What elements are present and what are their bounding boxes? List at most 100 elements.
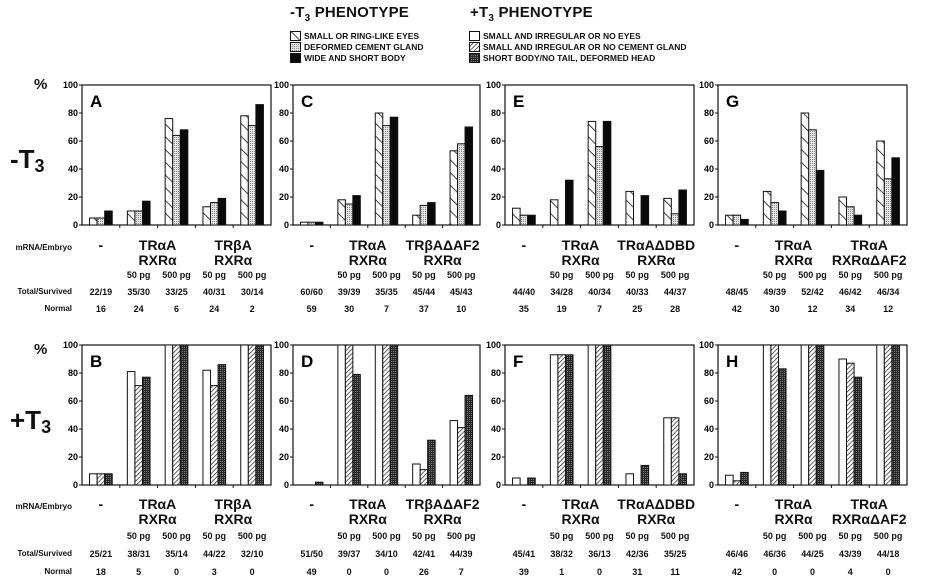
total-survived-value: 46/42 (839, 287, 862, 297)
dose-label: 500 pg (237, 531, 267, 541)
legend-label: WIDE AND SHORT BODY (304, 52, 406, 63)
bar-h-4-2 (891, 344, 900, 486)
bar-a-4-0 (240, 115, 249, 226)
panel-letter: E (513, 92, 524, 111)
y-tick-label: 0 (496, 480, 501, 490)
y-tick-label: 40 (491, 424, 501, 434)
bar-h-4-0 (876, 344, 885, 486)
normal-label-bottom: Normal (44, 567, 72, 576)
y-tick-label: 0 (73, 480, 78, 490)
total-survived-value: 45/44 (412, 287, 436, 297)
bar-h-1-0 (762, 344, 772, 486)
bar-d-3-0 (412, 463, 421, 486)
normal-value: 1 (559, 567, 565, 577)
total-survived-value: 39/39 (337, 287, 361, 297)
bar-c-0-1 (307, 221, 316, 226)
minus-item: DEFORMED CEMENT GLAND (290, 41, 423, 52)
group-label-line: TRαAΔDBD (617, 237, 696, 253)
bar-f-1-2 (564, 354, 574, 486)
bar-a-2-2 (179, 129, 189, 226)
legend-label: SMALL AND IRREGULAR OR NO EYES (483, 30, 641, 41)
group-label: - (464, 238, 584, 253)
y-tick-label: 40 (68, 164, 78, 174)
group-label-line: RXRα (561, 511, 600, 527)
panel-letter: F (513, 352, 523, 371)
legend-swatch-dots (290, 41, 301, 52)
y-tick-label: 100 (274, 341, 289, 350)
group-label: TRαA RXRαΔAF2 (809, 497, 929, 527)
bar-c-3-0 (412, 214, 421, 226)
bar-f-3-0 (625, 473, 635, 486)
bar-d-3-1 (419, 469, 429, 486)
bar-c-4-1 (457, 143, 466, 226)
group-label: TRαAΔDBD RXRα (596, 238, 716, 268)
total-survived-value: 25/21 (89, 549, 113, 559)
legend-minus-list: SMALL OR RING-LIKE EYES DEFORMED CEMENT G… (290, 30, 423, 63)
legend-swatch-darkdots (469, 52, 480, 63)
normal-value: 7 (383, 304, 389, 314)
bar-h-0-0 (725, 474, 734, 486)
bar-h-3-2 (853, 376, 863, 486)
y-tick-label: 80 (491, 108, 501, 118)
bar-c-2-1 (382, 125, 391, 226)
normal-value: 11 (670, 567, 680, 577)
dose-label: 50 pg (412, 531, 436, 541)
group-label-line: TRβA (214, 496, 252, 512)
bar-d-0-2 (314, 481, 324, 486)
chart-panel-a: 0 20 40 60 80 100 A (63, 81, 272, 230)
group-label-line: RXRα (348, 252, 387, 268)
bar-d-2-2 (389, 344, 399, 486)
normal-value: 42 (731, 304, 742, 314)
dose-label: 50 pg (762, 270, 787, 280)
group-label-line: RXRαΔAF2 (831, 252, 907, 268)
bar-h-0-1 (732, 480, 742, 486)
bar-h-1-1 (770, 344, 779, 486)
bar-b-0-1 (96, 473, 106, 486)
bar-f-4-1 (670, 417, 680, 486)
dose-label: 500 pg (372, 270, 401, 280)
bar-a-1-1 (134, 210, 143, 226)
bar-h-0-2 (740, 471, 749, 486)
bar-e-3-2 (640, 195, 650, 226)
y-tick-label: 100 (486, 81, 501, 90)
y-tick-label: 20 (704, 452, 714, 462)
bar-h-2-2 (815, 344, 825, 486)
dose-label: 50 pg (625, 270, 650, 280)
normal-value: 3 (211, 567, 217, 577)
y-tick-label: 20 (279, 192, 289, 202)
bar-c-1-1 (344, 203, 354, 226)
total-survived-value: 34/10 (375, 549, 398, 559)
y-tick-label: 0 (709, 220, 714, 230)
group-label: - (41, 238, 161, 253)
bar-e-1-0 (549, 199, 559, 226)
total-survived-value: 38/32 (550, 549, 573, 559)
normal-label-top: Normal (44, 304, 72, 313)
y-tick-label: 40 (704, 164, 714, 174)
y-tick-label: 80 (68, 108, 78, 118)
bar-h-2-1 (808, 344, 817, 486)
bar-d-1-0 (337, 344, 346, 486)
y-tick-label: 80 (704, 108, 714, 118)
y-tick-label: 60 (279, 136, 289, 146)
normal-value: 34 (845, 304, 856, 314)
row-label-plus-t3: +T3 (10, 405, 52, 437)
panel-letter: G (726, 92, 739, 111)
y-tick-label: 40 (491, 164, 501, 174)
total-survived-value: 45/41 (512, 549, 536, 559)
total-survived-value: 40/31 (203, 287, 226, 297)
bar-b-1-2 (141, 376, 151, 486)
dose-label: 500 pg (162, 531, 191, 541)
bar-d-1-2 (352, 373, 361, 486)
y-tick-label: 100 (699, 81, 714, 90)
normal-value: 0 (173, 567, 179, 577)
legend-plus-list: SMALL AND IRREGULAR OR NO EYES SMALL AND … (469, 30, 687, 63)
normal-value: 37 (418, 304, 429, 314)
group-label-line: TRαA (349, 237, 387, 253)
group-label: TRαA RXRα (308, 497, 428, 527)
y-tick-label: 60 (279, 396, 289, 406)
normal-value: 0 (772, 567, 778, 577)
bar-a-2-1 (172, 134, 181, 226)
group-label-line: TRβAΔAF2 (405, 237, 480, 253)
group-label-line: TRαA (349, 496, 387, 512)
y-tick-label: 80 (68, 368, 78, 378)
